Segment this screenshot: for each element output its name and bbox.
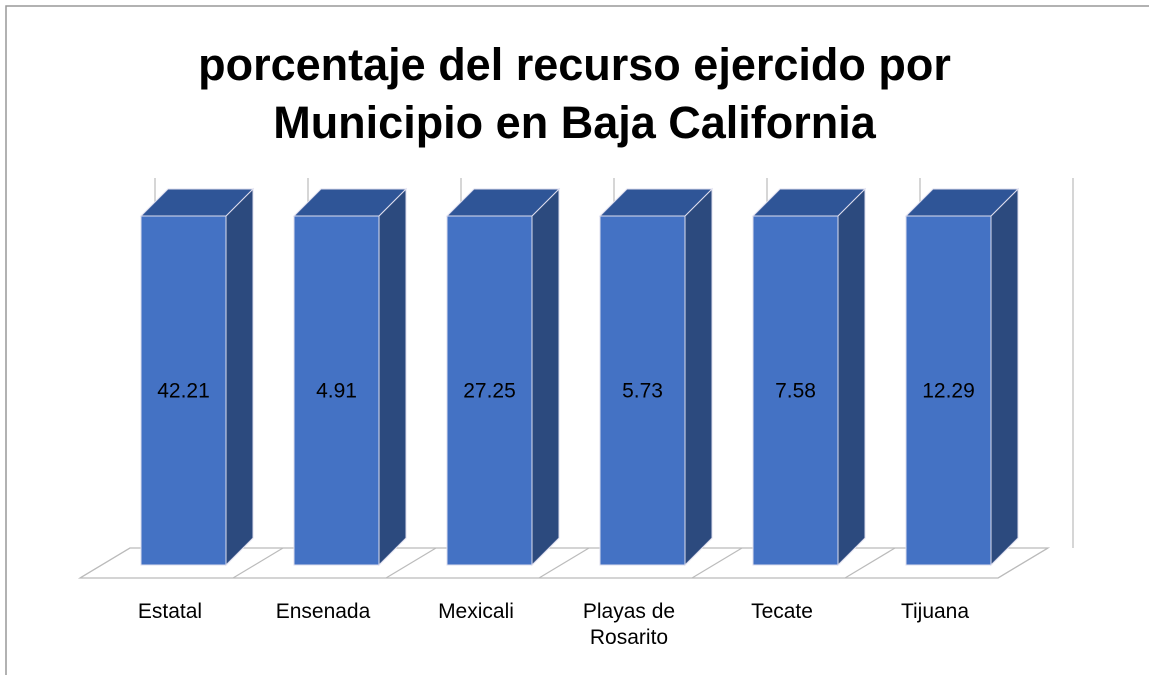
floor-divider (538, 547, 590, 579)
title-line: Municipio en Baja California (273, 97, 876, 148)
x-tick-label: Mexicali (438, 600, 514, 623)
data-label: 5.73 (622, 380, 663, 403)
floor-divider (997, 547, 1049, 579)
bar-front (905, 215, 992, 566)
bar (598, 187, 714, 567)
floor-divider (691, 547, 743, 579)
x-tick-label: Tecate (751, 600, 813, 623)
floor-divider (232, 547, 284, 579)
chart-title: porcentaje del recurso ejercido por Muni… (0, 36, 1149, 152)
bar-front (752, 215, 839, 566)
bar (139, 187, 255, 567)
floor-divider (385, 547, 437, 579)
bar-side (684, 187, 713, 567)
bar (751, 187, 867, 567)
x-tick-label: Tijuana (900, 600, 970, 623)
bar-side (531, 187, 560, 567)
floor-divider (79, 547, 131, 579)
bar (292, 187, 408, 567)
bar-front (599, 215, 686, 566)
title-line: porcentaje del recurso ejercido por (198, 39, 951, 90)
data-label: 42.21 (157, 380, 210, 403)
bar-side (990, 187, 1019, 567)
x-tick-label: Estatal (137, 600, 203, 623)
bar-side (225, 187, 254, 567)
data-label: 12.29 (922, 380, 975, 403)
bar-front (293, 215, 380, 566)
bar-side (837, 187, 866, 567)
bar-front (446, 215, 533, 566)
data-label: 27.25 (463, 380, 516, 403)
x-tick-label: Playas de Rosarito (582, 600, 676, 649)
bar-front (140, 215, 227, 566)
bar (904, 187, 1020, 567)
data-label: 4.91 (316, 380, 357, 403)
bar (445, 187, 561, 567)
bar-side (378, 187, 407, 567)
data-label: 7.58 (775, 380, 816, 403)
frame (5, 5, 1149, 675)
x-tick-label: Ensenada (275, 600, 371, 623)
floor-divider (844, 547, 896, 579)
